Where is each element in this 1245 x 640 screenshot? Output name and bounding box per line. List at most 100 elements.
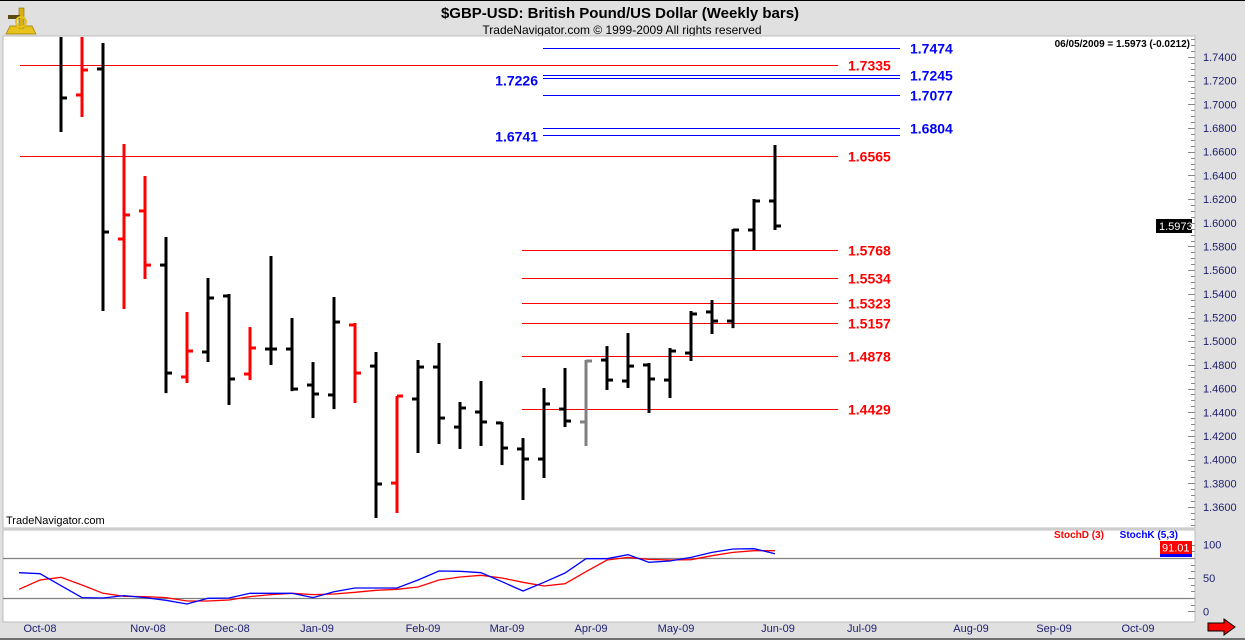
price-tick-label: 1.6800 bbox=[1203, 123, 1237, 135]
fib-label-red: 1.5157 bbox=[848, 316, 891, 332]
ohlc-bar bbox=[685, 311, 697, 361]
ohlc-bar bbox=[391, 394, 403, 514]
legend-stochk: StochK (5,3) bbox=[1120, 530, 1178, 541]
ohlc-bar bbox=[538, 387, 550, 478]
month-label: Jul-09 bbox=[847, 623, 877, 635]
fib-label-red: 1.4878 bbox=[848, 349, 891, 365]
ohlc-bar bbox=[202, 277, 214, 363]
price-tick-label: 1.6200 bbox=[1203, 194, 1237, 206]
ohlc-bar bbox=[244, 326, 256, 381]
month-label: May-09 bbox=[658, 623, 695, 635]
price-tick-label: 1.7000 bbox=[1203, 99, 1237, 111]
ohlc-bar bbox=[622, 333, 634, 388]
ohlc-bar bbox=[643, 362, 655, 413]
ohlc-bar bbox=[370, 351, 382, 519]
fib-label-red: 1.6565 bbox=[848, 149, 891, 165]
ohlc-bar bbox=[76, 37, 88, 118]
stoch-last-value: 91.01 bbox=[1162, 543, 1190, 555]
fib-levels: 1.7335 1.6565 1.5768 1.5534 1.5323 1.5157 1.48… bbox=[20, 41, 953, 418]
price-tick-label: 1.4200 bbox=[1203, 431, 1237, 443]
price-tick-label: 1.6400 bbox=[1203, 170, 1237, 182]
price-tick-label: 1.4000 bbox=[1203, 455, 1237, 467]
watermark-text: TradeNavigator.com bbox=[6, 515, 105, 527]
ohlc-bar bbox=[580, 359, 592, 447]
price-panel[interactable] bbox=[2, 35, 1196, 529]
ohlc-bar bbox=[307, 362, 319, 419]
ohlc-bar bbox=[97, 43, 109, 312]
fib-label-red: 1.5768 bbox=[848, 243, 891, 259]
ohlc-bar bbox=[559, 367, 571, 428]
month-label: Oct-09 bbox=[1121, 623, 1154, 635]
month-label: Dec-08 bbox=[214, 623, 249, 635]
chart-subtitle: TradeNavigator.com © 1999-2009 All right… bbox=[482, 23, 761, 37]
ohlc-bar bbox=[664, 347, 676, 399]
fib-label-red: 1.7335 bbox=[848, 58, 891, 74]
price-tick-label: 1.4600 bbox=[1203, 384, 1237, 396]
chart-title: $GBP-USD: British Pound/US Dollar (Weekl… bbox=[441, 5, 799, 22]
month-label: Sep-09 bbox=[1036, 623, 1071, 635]
month-label: Jun-09 bbox=[761, 623, 795, 635]
month-label: Oct-08 bbox=[23, 623, 56, 635]
month-label: Aug-09 bbox=[953, 623, 988, 635]
ohlc-bar bbox=[328, 297, 340, 410]
price-tick-label: 1.4800 bbox=[1203, 360, 1237, 372]
stoch-tick-label: 100 bbox=[1203, 540, 1221, 552]
ohlc-bar bbox=[727, 228, 739, 329]
price-bars bbox=[59, 37, 781, 519]
scroll-right-arrow-icon[interactable] bbox=[1207, 618, 1236, 636]
ohlc-bar bbox=[601, 346, 613, 390]
ohlc-bar bbox=[59, 37, 67, 132]
month-label: Nov-08 bbox=[130, 623, 165, 635]
fib-label-red: 1.5323 bbox=[848, 296, 891, 312]
ohlc-bar bbox=[286, 317, 298, 392]
stochastic-panel[interactable] bbox=[2, 529, 1196, 623]
ohlc-bar bbox=[139, 176, 151, 280]
ohlc-bar bbox=[265, 255, 277, 366]
legend-stochd: StochD (3) bbox=[1054, 530, 1104, 541]
stoch-tick-label: 0 bbox=[1203, 606, 1209, 618]
fib-label-blue: 1.7474 bbox=[910, 41, 953, 57]
ohlc-bar bbox=[748, 198, 760, 251]
month-label: Mar-09 bbox=[490, 623, 525, 635]
fib-label-blue: 1.7245 bbox=[910, 68, 953, 84]
ohlc-bar bbox=[223, 293, 235, 406]
price-tick-label: 1.6000 bbox=[1203, 218, 1237, 230]
fib-label-blue: 1.7226 bbox=[495, 73, 538, 89]
ohlc-bar bbox=[118, 144, 130, 309]
price-tick-label: 1.7400 bbox=[1203, 52, 1237, 64]
ohlc-bar bbox=[160, 236, 172, 394]
ohlc-bar bbox=[412, 360, 424, 453]
month-label: Feb-09 bbox=[406, 623, 441, 635]
fib-label-blue: 1.7077 bbox=[910, 88, 953, 104]
fib-label-red: 1.4429 bbox=[848, 402, 891, 418]
price-axis[interactable]: 1.3600 1.3800 1.4000 1.4200 1.4400 1.4600 1.48… bbox=[1188, 39, 1237, 526]
ohlc-bar bbox=[769, 144, 781, 231]
ohlc-bar bbox=[433, 342, 445, 444]
price-tick-label: 1.3600 bbox=[1203, 502, 1237, 514]
ohlc-bar bbox=[517, 438, 529, 501]
ohlc-bar bbox=[706, 299, 718, 334]
month-label: Jan-09 bbox=[300, 623, 334, 635]
price-tick-label: 1.5600 bbox=[1203, 265, 1237, 277]
fib-label-red: 1.5534 bbox=[848, 271, 891, 287]
ohlc-bar bbox=[475, 380, 487, 447]
month-label: Apr-09 bbox=[574, 623, 607, 635]
price-tick-label: 1.5200 bbox=[1203, 313, 1237, 325]
ohlc-bar bbox=[181, 311, 193, 384]
stochastic-lines bbox=[18, 548, 776, 605]
price-tick-label: 1.5000 bbox=[1203, 336, 1237, 348]
stochk-line bbox=[18, 548, 776, 605]
time-axis[interactable]: Oct-08 Nov-08 Dec-08 Jan-09 Feb-09 Mar-09 Apr-… bbox=[23, 623, 1154, 635]
last-price-tag: 1.5973 bbox=[1156, 218, 1193, 233]
price-tick-label: 1.4400 bbox=[1203, 407, 1237, 419]
price-tick-label: 1.3800 bbox=[1203, 478, 1237, 490]
stochd-line bbox=[18, 550, 775, 602]
fib-label-blue: 1.6741 bbox=[495, 129, 538, 145]
price-tick-label: 1.5800 bbox=[1203, 241, 1237, 253]
price-tick-label: 1.5400 bbox=[1203, 289, 1237, 301]
price-tick-label: 1.7200 bbox=[1203, 76, 1237, 88]
fib-label-blue: 1.6804 bbox=[910, 121, 953, 137]
last-price-label: 1.5973 bbox=[1159, 221, 1193, 233]
ohlc-bar bbox=[349, 322, 361, 404]
